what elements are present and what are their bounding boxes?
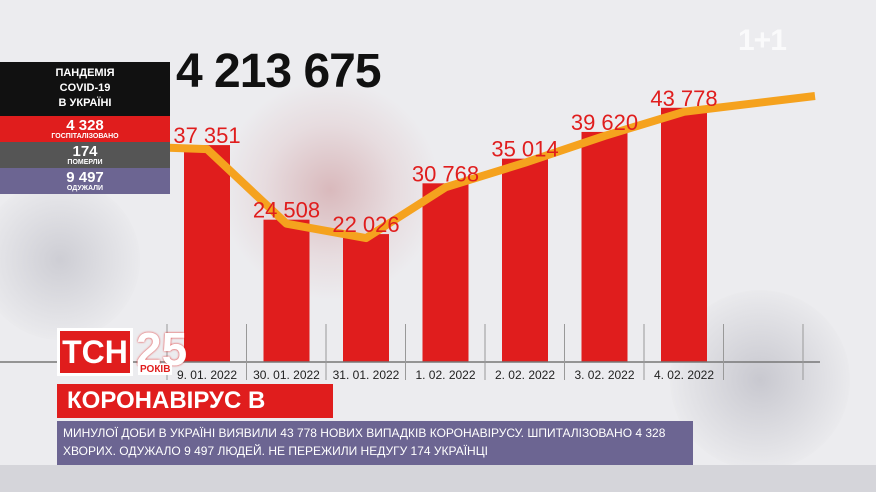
category-label-7: 4. 02. 2022 — [654, 368, 714, 382]
stats-title-line-2: COVID-19 — [59, 82, 111, 94]
channel-logo: 1+1 — [738, 24, 787, 57]
bar-5 — [502, 158, 548, 362]
category-label-5: 2. 02. 2022 — [495, 368, 555, 382]
tsn-logo: ТСН — [57, 328, 133, 376]
total-cases-counter: 4 213 675 — [176, 45, 382, 98]
bar-7 — [661, 107, 707, 362]
bar-1 — [184, 145, 230, 362]
deaths-value: 174 — [72, 143, 98, 160]
bar-4 — [422, 183, 469, 362]
recovered-value: 9 497 — [66, 169, 104, 186]
bar-6 — [581, 131, 628, 362]
deaths-label: ПОМЕРЛИ — [67, 159, 103, 166]
stats-panel: ПАНДЕМІЯ COVID-19 В УКРАЇНІ 4 328 ГОСПІТ… — [0, 62, 170, 194]
category-label-6: 3. 02. 2022 — [574, 368, 634, 382]
headline-bar: КОРОНАВІРУС В УКРАЇНІ — [57, 384, 333, 448]
recovered-label: ОДУЖАЛИ — [66, 185, 104, 192]
hospitalized-label: ГОСПІТАЛІЗОВАНО — [51, 133, 119, 140]
stats-title-line-3: В УКРАЇНІ — [58, 97, 112, 109]
value-label-4: 30 768 — [412, 161, 479, 186]
description-text: МИНУЛОЇ ДОБИ В УКРАЇНІ ВИЯВИЛИ 43 778 НО… — [57, 421, 693, 465]
category-label-2: 30. 01. 2022 — [253, 368, 320, 382]
value-label-5: 35 014 — [491, 137, 558, 162]
bar-3 — [343, 234, 389, 362]
value-label-3: 22 026 — [332, 212, 399, 237]
hospitalized-stat: 4 328 ГОСПІТАЛІЗОВАНО — [0, 116, 170, 142]
hospitalized-value: 4 328 — [66, 117, 104, 134]
category-label-3: 31. 01. 2022 — [333, 368, 400, 382]
trend-line — [119, 92, 816, 243]
stats-title-line-1: ПАНДЕМІЯ — [55, 67, 115, 79]
value-label-6: 39 620 — [571, 110, 638, 135]
value-label-1: 37 351 — [173, 123, 240, 148]
anniversary-word: РОКІВ — [138, 364, 173, 375]
value-label-2: 24 508 — [253, 198, 320, 223]
value-label-7: 43 778 — [650, 86, 717, 111]
category-label-1: 9. 01. 2022 — [177, 368, 237, 382]
recovered-stat: 9 497 ОДУЖАЛИ — [0, 168, 170, 194]
stats-header: ПАНДЕМІЯ COVID-19 В УКРАЇНІ — [0, 62, 170, 116]
bar-2 — [263, 219, 310, 362]
category-label-4: 1. 02. 2022 — [415, 368, 475, 382]
deaths-stat: 174 ПОМЕРЛИ — [0, 142, 170, 168]
anniversary-badge: 25 РОКІВ — [136, 326, 187, 375]
